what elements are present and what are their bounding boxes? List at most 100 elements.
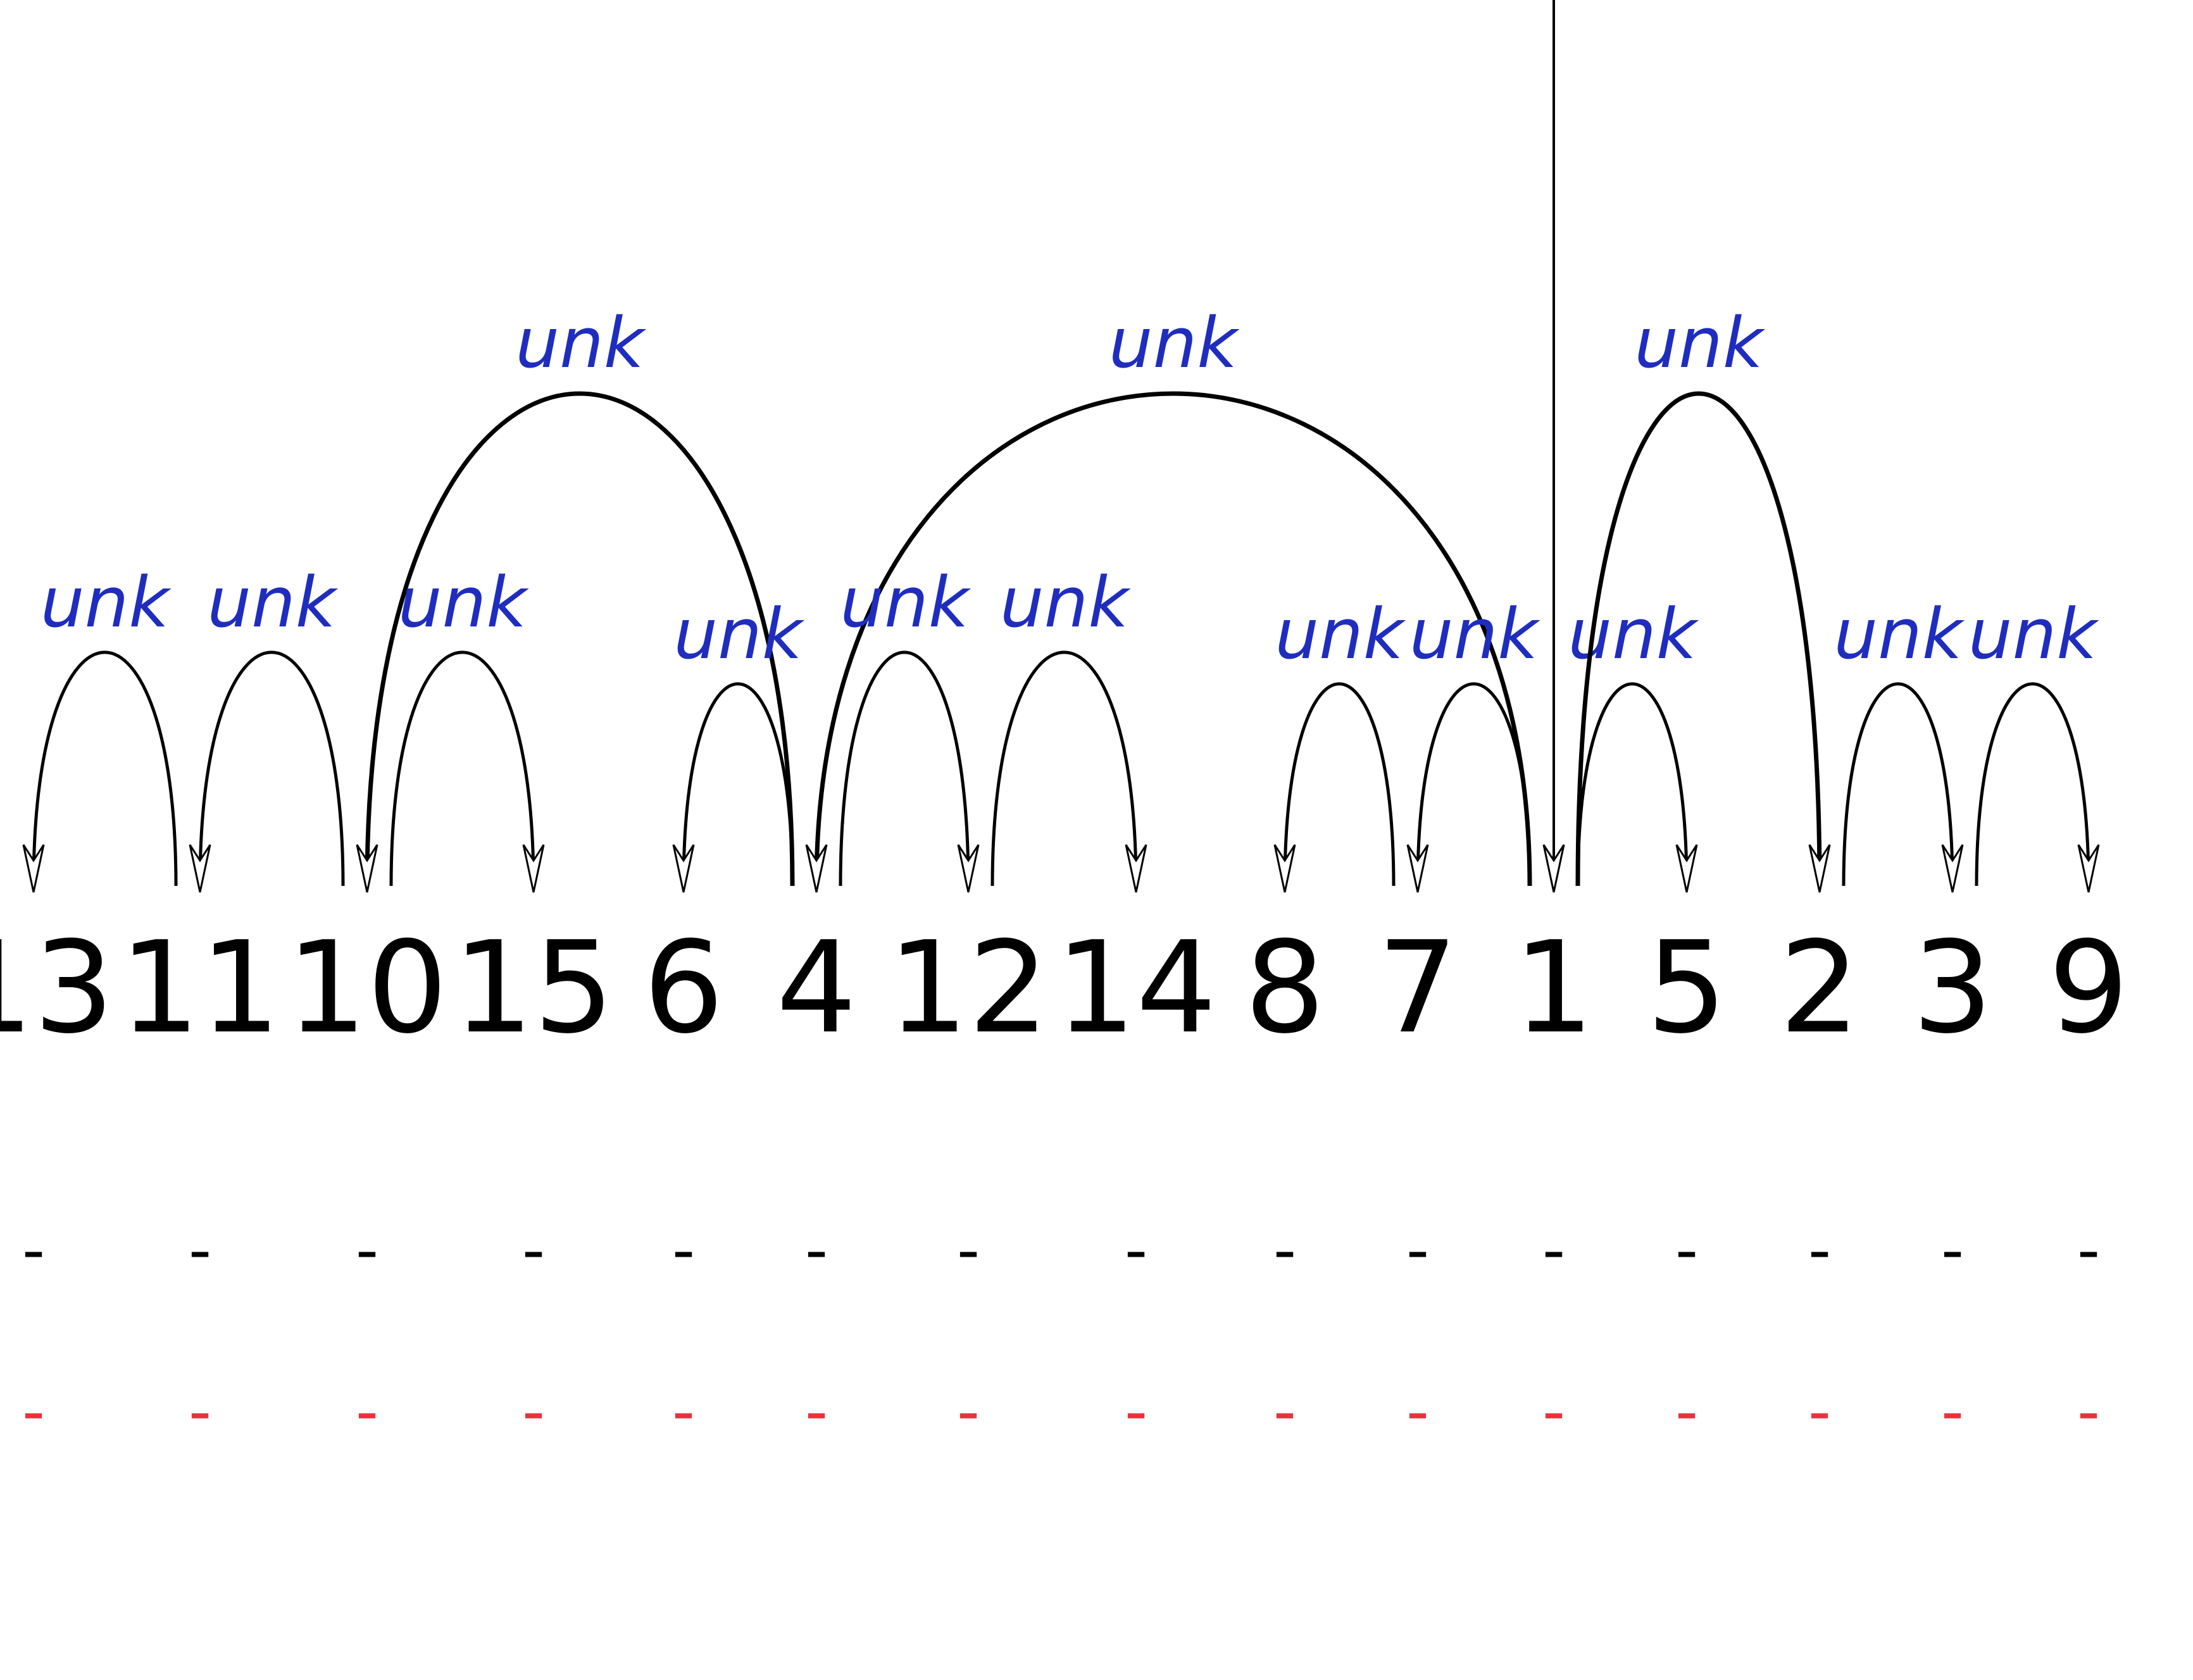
token-column: 14 - - (1056, 914, 1217, 1448)
token-extra-tag: - (672, 1374, 695, 1448)
arc-line (1975, 682, 2090, 887)
dependency-arc: unk (1273, 594, 1406, 893)
arc-line (682, 682, 794, 887)
dependency-arc: unk (1568, 594, 1699, 893)
tokens-layer: 13--11--10--15--6--4--12--14--8--7--1--5… (0, 914, 2129, 1448)
token-word: 2 (1779, 914, 1859, 1062)
token-extra-tag: - (22, 1374, 45, 1448)
token-column: 4 - - (776, 914, 856, 1448)
root-arrow (1542, 0, 1565, 893)
arc-arrowhead (356, 844, 378, 893)
token-pos-tag: - (1675, 1213, 1698, 1287)
token-pos-tag: - (805, 1213, 828, 1287)
token-column: 10 - - (287, 914, 448, 1448)
arc-arrowhead (1542, 844, 1565, 893)
token-pos-tag: - (1542, 1213, 1565, 1287)
token-word: 10 (287, 914, 448, 1062)
token-column: 12 - - (888, 914, 1049, 1448)
arc-line (990, 650, 1138, 887)
arc-arrowhead (22, 844, 45, 893)
dependency-arc: unk (389, 562, 545, 893)
dependency-arc: unk (839, 562, 980, 893)
arc-arrowhead (1406, 844, 1429, 893)
token-column: 15 - - (453, 914, 615, 1448)
token-word: 1 (1513, 914, 1594, 1062)
token-word: 4 (776, 914, 856, 1062)
token-word: 6 (643, 914, 723, 1062)
token-extra-tag: - (1808, 1374, 1831, 1448)
token-extra-tag: - (1406, 1374, 1429, 1448)
arc-arrowhead (1675, 844, 1698, 893)
arc-arrowhead (1125, 844, 1147, 893)
arc-label: unk (840, 562, 971, 643)
token-pos-tag: - (1125, 1213, 1147, 1287)
arc-line (389, 650, 535, 887)
token-pos-tag: - (957, 1213, 980, 1287)
arc-label: unk (398, 562, 529, 643)
token-word: 8 (1244, 914, 1325, 1062)
arc-label: unk (1109, 302, 1240, 383)
dependency-arc: unk (990, 562, 1147, 893)
token-extra-tag: - (1675, 1374, 1698, 1448)
arc-line (839, 650, 970, 887)
token-word: 15 (453, 914, 615, 1062)
dependency-arc: unk (356, 302, 795, 893)
arc-line (1416, 682, 1532, 887)
token-pos-tag: - (356, 1213, 378, 1287)
token-column: 5 - - (1646, 914, 1727, 1448)
arc-line (32, 650, 178, 887)
arc-label: unk (1000, 562, 1131, 643)
token-pos-tag: - (1808, 1213, 1831, 1287)
arc-line (1576, 682, 1689, 887)
token-extra-tag: - (957, 1374, 980, 1448)
token-extra-tag: - (2077, 1374, 2100, 1448)
arc-label: unk (1968, 594, 2099, 675)
token-word: 7 (1377, 914, 1458, 1062)
arc-line (365, 391, 795, 887)
arc-label: unk (1409, 594, 1540, 675)
arc-arrowhead (1941, 844, 1964, 893)
arc-arrowhead (672, 844, 695, 893)
arc-label: unk (673, 594, 804, 675)
dependency-arc: unk (189, 562, 345, 893)
arc-label: unk (515, 302, 646, 383)
token-extra-tag: - (522, 1374, 545, 1448)
arc-arrowhead (189, 844, 211, 893)
token-column: 3 - - (1912, 914, 1992, 1448)
arc-arrowhead (957, 844, 980, 893)
token-column: 8 - - (1244, 914, 1325, 1448)
token-extra-tag: - (1941, 1374, 1964, 1448)
token-extra-tag: - (189, 1374, 211, 1448)
token-extra-tag: - (805, 1374, 828, 1448)
arc-arrowhead (522, 844, 545, 893)
arc-arrowhead (1273, 844, 1296, 893)
arc-arrowhead (2077, 844, 2100, 893)
arc-line (1842, 682, 1954, 887)
arc-line (814, 391, 1532, 887)
token-column: 2 - - (1779, 914, 1859, 1448)
token-extra-tag: - (356, 1374, 378, 1448)
token-pos-tag: - (1406, 1213, 1429, 1287)
dependency-arc: unk (1575, 302, 1831, 893)
dependency-arc: unk (1406, 594, 1540, 893)
dependency-arc: unk (1968, 594, 2100, 893)
token-extra-tag: - (1125, 1374, 1147, 1448)
token-pos-tag: - (189, 1213, 211, 1287)
token-pos-tag: - (1941, 1213, 1964, 1287)
arc-label: unk (41, 562, 172, 643)
arc-label: unk (1634, 302, 1765, 383)
token-column: 7 - - (1377, 914, 1458, 1448)
arc-line (198, 650, 345, 887)
token-extra-tag: - (1542, 1374, 1565, 1448)
token-column: 6 - - (643, 914, 723, 1448)
token-word: 13 (0, 914, 114, 1062)
token-word: 12 (888, 914, 1049, 1062)
token-column: 1 - - (1513, 914, 1594, 1448)
token-pos-tag: - (522, 1213, 545, 1287)
token-column: 9 - - (2048, 914, 2128, 1448)
token-pos-tag: - (672, 1213, 695, 1287)
token-pos-tag: - (2077, 1213, 2100, 1287)
token-word: 14 (1056, 914, 1217, 1062)
